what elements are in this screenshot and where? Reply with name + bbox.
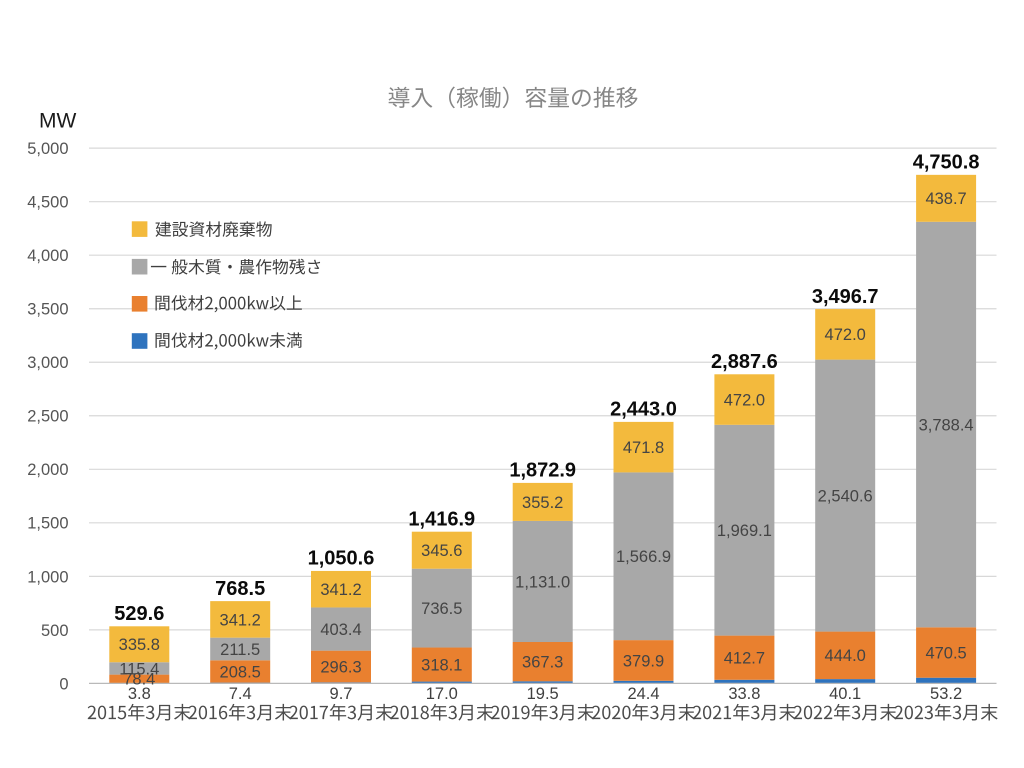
svg-text:2,000: 2,000 (27, 461, 68, 479)
svg-text:1,969.1: 1,969.1 (717, 522, 772, 540)
svg-text:0: 0 (59, 675, 68, 693)
svg-text:768.5: 768.5 (215, 578, 265, 600)
svg-text:3,500: 3,500 (27, 301, 68, 319)
svg-text:33.8: 33.8 (728, 685, 760, 703)
svg-text:3.8: 3.8 (128, 685, 151, 703)
svg-text:472.0: 472.0 (825, 326, 866, 344)
svg-text:MW: MW (39, 110, 76, 133)
svg-text:2,540.6: 2,540.6 (818, 488, 873, 506)
svg-text:7.4: 7.4 (229, 685, 252, 703)
svg-text:335.8: 335.8 (119, 636, 160, 654)
svg-text:9.7: 9.7 (330, 685, 353, 703)
svg-text:2,887.6: 2,887.6 (711, 351, 778, 373)
svg-text:1,500: 1,500 (27, 515, 68, 533)
svg-text:3,496.7: 3,496.7 (812, 286, 879, 308)
svg-text:318.1: 318.1 (421, 657, 462, 675)
svg-text:4,000: 4,000 (27, 247, 68, 265)
svg-text:438.7: 438.7 (925, 190, 966, 208)
svg-text:341.2: 341.2 (220, 611, 261, 629)
svg-text:367.3: 367.3 (522, 654, 563, 672)
svg-text:1,050.6: 1,050.6 (308, 548, 375, 570)
svg-text:1,000: 1,000 (27, 568, 68, 586)
svg-text:24.4: 24.4 (627, 685, 659, 703)
svg-text:3,788.4: 3,788.4 (919, 417, 974, 435)
svg-text:403.4: 403.4 (320, 621, 361, 639)
svg-text:1,131.0: 1,131.0 (515, 573, 570, 591)
svg-text:115.4: 115.4 (119, 660, 159, 678)
svg-text:500: 500 (41, 622, 69, 640)
svg-text:296.3: 296.3 (320, 658, 361, 676)
svg-text:529.6: 529.6 (114, 603, 164, 625)
svg-text:208.5: 208.5 (220, 663, 261, 681)
svg-text:40.1: 40.1 (829, 685, 861, 703)
svg-text:345.6: 345.6 (421, 542, 462, 560)
svg-text:5,000: 5,000 (27, 140, 68, 158)
svg-text:2,500: 2,500 (27, 408, 68, 426)
svg-text:472.0: 472.0 (724, 392, 765, 410)
svg-text:470.5: 470.5 (925, 644, 966, 662)
svg-text:4,750.8: 4,750.8 (913, 152, 980, 174)
svg-text:19.5: 19.5 (527, 685, 559, 703)
svg-text:78.4: 78.4 (123, 671, 155, 689)
svg-text:355.2: 355.2 (522, 494, 563, 512)
svg-text:53.2: 53.2 (930, 685, 962, 703)
svg-text:3,000: 3,000 (27, 354, 68, 372)
svg-text:379.9: 379.9 (623, 652, 664, 670)
svg-text:17.0: 17.0 (426, 685, 458, 703)
svg-text:1,416.9: 1,416.9 (408, 508, 475, 530)
svg-text:4,500: 4,500 (27, 194, 68, 212)
svg-text:736.5: 736.5 (421, 600, 462, 618)
svg-text:211.5: 211.5 (220, 641, 260, 659)
svg-text:341.2: 341.2 (320, 581, 361, 599)
svg-text:471.8: 471.8 (623, 439, 664, 457)
svg-text:412.7: 412.7 (724, 650, 765, 668)
svg-text:2,443.0: 2,443.0 (610, 399, 677, 421)
svg-text:1,872.9: 1,872.9 (509, 460, 576, 482)
svg-text:444.0: 444.0 (825, 647, 866, 665)
svg-text:1,566.9: 1,566.9 (616, 548, 671, 566)
